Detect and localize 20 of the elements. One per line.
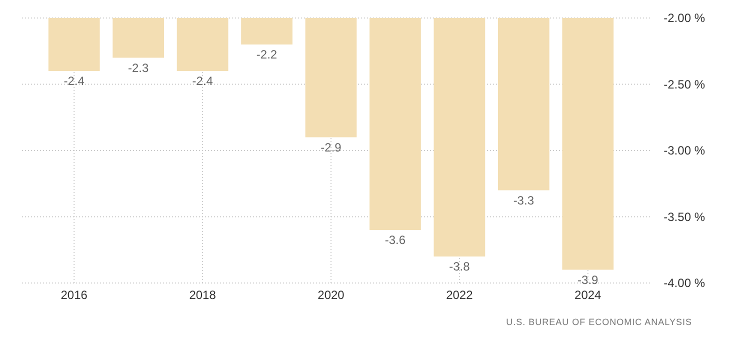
y-tick-label: -3.50 % <box>664 210 706 224</box>
text: U.S. BUREAU OF ECONOMIC ANALYSIS <box>506 317 692 327</box>
y-tick-label: -2.00 % <box>664 11 706 25</box>
x-tick-label: 2020 <box>318 288 345 302</box>
y-tick-label: -4.00 % <box>664 276 706 290</box>
x-tick-label: 2016 <box>60 288 88 302</box>
data-label: -2.2 <box>256 48 278 62</box>
data-label: -3.3 <box>513 193 534 208</box>
y-tick-label: -2.50 % <box>664 77 706 92</box>
y-tick-label: -3.00 % <box>664 144 706 158</box>
data-label: -3.8 <box>449 260 470 274</box>
x-tick-label: 2022 <box>446 288 474 302</box>
data-label: -3.6 <box>384 233 406 247</box>
x-tick-label: 2024 <box>574 288 602 302</box>
data-label: -2.4 <box>192 74 214 88</box>
data-label: -2.9 <box>320 140 342 154</box>
data-label: -2.3 <box>128 60 149 75</box>
data-label: -2.4 <box>64 74 85 88</box>
data-label: -3.9 <box>578 272 599 287</box>
x-tick-label: 2018 <box>189 288 216 302</box>
